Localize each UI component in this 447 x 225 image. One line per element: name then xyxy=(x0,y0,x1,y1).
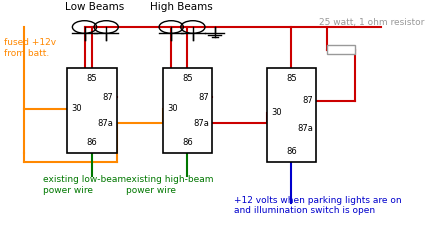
Bar xyxy=(327,45,355,54)
Text: 85: 85 xyxy=(286,74,297,83)
Text: fused +12v
from batt.: fused +12v from batt. xyxy=(4,38,56,58)
Bar xyxy=(266,68,316,162)
Text: 86: 86 xyxy=(182,138,193,147)
Text: 85: 85 xyxy=(87,74,97,83)
Text: 87a: 87a xyxy=(297,124,313,133)
Text: 87: 87 xyxy=(302,96,313,105)
Text: High Beams: High Beams xyxy=(150,2,212,12)
Text: existing high-beam
power wire: existing high-beam power wire xyxy=(126,176,213,195)
Text: 87: 87 xyxy=(198,93,209,102)
Text: 30: 30 xyxy=(72,104,82,113)
Text: +12 volts when parking lights are on
and illumination switch is open: +12 volts when parking lights are on and… xyxy=(234,196,402,215)
Text: Low Beams: Low Beams xyxy=(65,2,124,12)
Bar xyxy=(67,68,117,153)
Text: 87a: 87a xyxy=(98,119,114,128)
Text: 30: 30 xyxy=(167,104,177,113)
Text: 86: 86 xyxy=(87,138,97,147)
Text: 87a: 87a xyxy=(193,119,209,128)
Text: 87: 87 xyxy=(103,93,114,102)
Text: 30: 30 xyxy=(271,108,282,117)
Text: existing low-beam
power wire: existing low-beam power wire xyxy=(43,176,127,195)
Text: 25 watt, 1 ohm resistor: 25 watt, 1 ohm resistor xyxy=(319,18,424,27)
Text: 86: 86 xyxy=(286,147,297,156)
Text: 85: 85 xyxy=(182,74,193,83)
Bar xyxy=(163,68,212,153)
